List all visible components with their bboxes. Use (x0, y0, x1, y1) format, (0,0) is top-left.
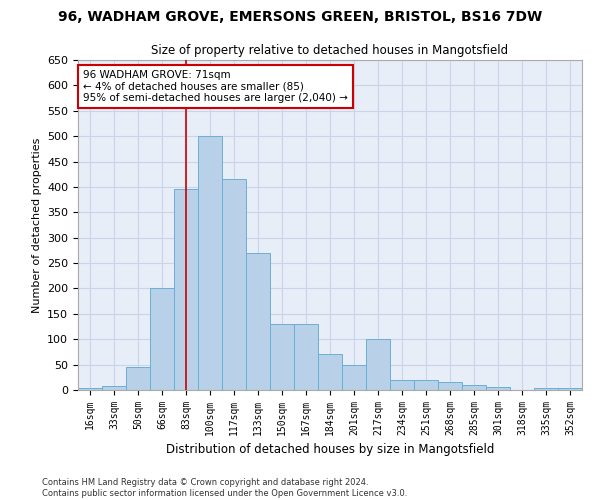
Bar (438, 382, 462, 390)
Y-axis label: Number of detached properties: Number of detached properties (32, 138, 41, 312)
Bar (486, 388, 510, 390)
Bar (342, 364, 366, 390)
Bar (102, 386, 126, 390)
X-axis label: Distribution of detached houses by size in Mangotsfield: Distribution of detached houses by size … (166, 444, 494, 456)
Bar (318, 354, 342, 390)
Bar (462, 385, 486, 390)
Text: Contains HM Land Registry data © Crown copyright and database right 2024.
Contai: Contains HM Land Registry data © Crown c… (42, 478, 407, 498)
Bar (246, 253, 270, 390)
Bar (390, 380, 414, 390)
Bar (150, 288, 174, 390)
Bar (414, 380, 438, 390)
Text: 96, WADHAM GROVE, EMERSONS GREEN, BRISTOL, BS16 7DW: 96, WADHAM GROVE, EMERSONS GREEN, BRISTO… (58, 10, 542, 24)
Text: 96 WADHAM GROVE: 71sqm
← 4% of detached houses are smaller (85)
95% of semi-deta: 96 WADHAM GROVE: 71sqm ← 4% of detached … (83, 70, 348, 103)
Bar (270, 324, 294, 390)
Bar (222, 180, 246, 390)
Bar (534, 388, 558, 390)
Bar (126, 367, 150, 390)
Bar (294, 324, 318, 390)
Title: Size of property relative to detached houses in Mangotsfield: Size of property relative to detached ho… (151, 44, 509, 58)
Bar (78, 388, 102, 390)
Bar (558, 388, 582, 390)
Bar (366, 339, 390, 390)
Bar (198, 136, 222, 390)
Bar (174, 190, 198, 390)
